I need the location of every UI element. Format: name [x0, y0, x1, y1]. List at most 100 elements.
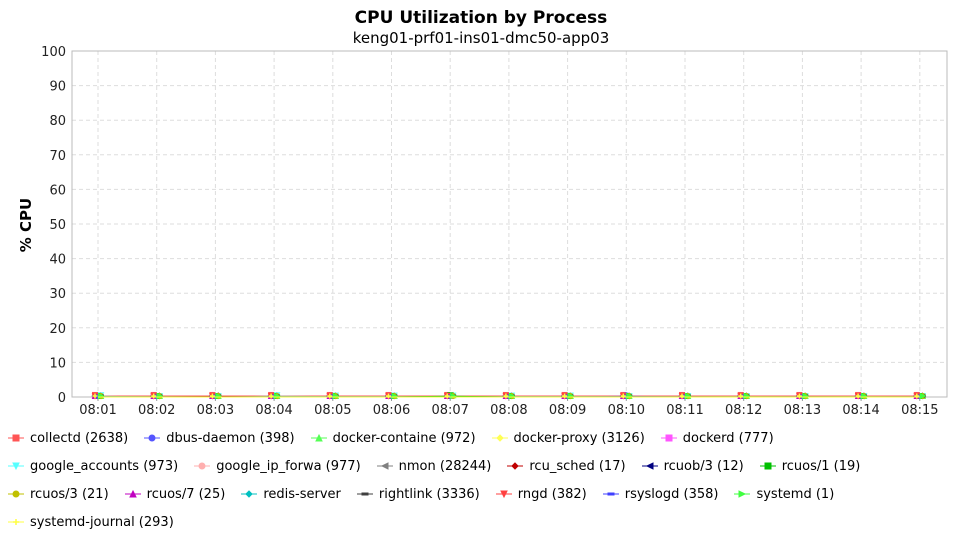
legend-marker [764, 462, 772, 470]
x-tick-label: 08:03 [197, 403, 234, 418]
legend-marker [495, 434, 504, 442]
legend-swatch [376, 462, 393, 470]
legend-marker [645, 462, 654, 470]
legend-label: google_ip_forwa (977) [216, 458, 361, 474]
legend-marker [148, 434, 156, 442]
legend-swatch [602, 492, 619, 496]
y-tick-label: 10 [49, 356, 66, 371]
legend-item: rcuos/1 (19) [759, 459, 860, 474]
legend-label: docker-containe (972) [332, 430, 476, 446]
legend-swatch [310, 433, 327, 442]
legend-swatch [8, 462, 24, 471]
y-tick-label: 80 [49, 114, 66, 129]
data-point [562, 393, 568, 399]
legend-swatch [495, 490, 512, 499]
legend-swatch [507, 462, 524, 470]
legend-label: dbus-daemon (398) [166, 430, 295, 446]
x-tick-label: 08:13 [784, 403, 821, 418]
legend-row: rcuos/3 (21) rcuos/7 (25) redis-server righ… [8, 480, 958, 508]
legend-swatch [641, 462, 658, 470]
legend-row: google_accounts (973) google_ip_forwa (97… [8, 452, 958, 480]
x-tick-label: 08:01 [79, 403, 116, 418]
chart-subtitle: keng01-prf01-ins01-dmc50-app03 [353, 29, 610, 47]
legend-item: systemd (1) [734, 487, 834, 502]
x-tick-label: 08:08 [490, 403, 527, 418]
y-tick-label: 70 [49, 149, 66, 164]
legend-item: collectd (2638) [8, 431, 128, 446]
legend-swatch [356, 492, 373, 496]
legend-marker [128, 489, 137, 498]
data-point [738, 393, 744, 399]
legend-label: dockerd (777) [682, 430, 774, 446]
series-layer [91, 391, 927, 400]
legend-item: nmon (28244) [376, 458, 492, 474]
legend-label: nmon (28244) [398, 458, 492, 474]
x-tick-label: 08:09 [549, 403, 586, 418]
data-point [268, 393, 274, 399]
legend-swatch [660, 434, 677, 442]
y-tick-label: 40 [49, 253, 66, 268]
legend-label: rcuob/3 (12) [663, 458, 744, 474]
x-tick-label: 08:07 [431, 403, 468, 418]
legend-label: rcuos/7 (25) [146, 486, 226, 502]
data-point [796, 393, 802, 399]
legend-marker [13, 519, 19, 525]
legend-item: rcu_sched (17) [507, 459, 626, 474]
legend-item: docker-proxy (3126) [491, 430, 645, 446]
legend-label: rsyslogd (358) [624, 486, 719, 502]
y-axis-ticks: 0 10 20 30 40 50 60 70 80 90 100 [41, 45, 66, 406]
data-point [914, 393, 920, 399]
data-point [386, 393, 391, 399]
legend-swatch [759, 462, 776, 470]
y-tick-label: 0 [58, 391, 66, 406]
x-tick-label: 08:02 [138, 403, 175, 418]
x-tick-label: 08:11 [666, 403, 703, 418]
y-tick-label: 50 [49, 218, 66, 233]
legend-marker [245, 490, 254, 498]
chart-title: CPU Utilization by Process [355, 8, 608, 28]
legend-swatch [8, 490, 24, 498]
legend-label: rcuos/3 (21) [30, 486, 109, 502]
legend-swatch [734, 490, 751, 498]
legend-item: rsyslogd (358) [602, 486, 719, 502]
x-tick-label: 08:14 [842, 403, 879, 418]
grid [72, 50, 947, 398]
legend-marker [607, 492, 615, 496]
legend-label: docker-proxy (3126) [513, 430, 645, 446]
legend-marker [361, 492, 369, 496]
x-tick-label: 08:10 [608, 403, 645, 418]
legend-swatch [194, 462, 211, 470]
legend-row: systemd-journal (293) [8, 508, 958, 536]
legend-label: google_accounts (973) [30, 458, 179, 474]
legend-marker [12, 462, 20, 471]
legend-label: systemd (1) [756, 486, 835, 502]
x-tick-label: 08:05 [314, 403, 351, 418]
chart: CPU Utilization by Process keng01-prf01-… [17, 8, 948, 418]
legend-marker [12, 434, 20, 442]
y-tick-label: 100 [41, 45, 66, 60]
legend-marker [380, 462, 389, 470]
legend-label: collectd (2638) [30, 430, 129, 446]
x-axis-ticks: 08:01 08:02 08:03 08:04 08:05 08:06 08:07 08:08… [79, 397, 939, 418]
data-point [444, 393, 450, 399]
legend-item: dbus-daemon (398) [144, 430, 295, 446]
series-18 [92, 393, 920, 399]
x-tick-label: 08:06 [373, 403, 410, 418]
legend-marker [499, 490, 508, 499]
legend-label: systemd-journal (293) [30, 514, 174, 530]
x-tick-label: 08:15 [901, 403, 938, 418]
legend-marker [198, 462, 206, 470]
data-point [327, 393, 333, 399]
data-point [919, 392, 927, 400]
legend-item: google_accounts (973) [8, 459, 178, 474]
legend-swatch [241, 490, 258, 498]
legend-marker [738, 490, 747, 498]
legend-item: rightlink (3336) [356, 487, 480, 502]
y-tick-label: 30 [49, 287, 66, 302]
data-point [92, 393, 98, 399]
legend-item: rngd (382) [495, 487, 587, 502]
data-point [151, 393, 157, 399]
legend-item: docker-containe (972) [310, 430, 476, 446]
legend-label: redis-server [263, 486, 341, 502]
legend-marker [314, 433, 323, 442]
